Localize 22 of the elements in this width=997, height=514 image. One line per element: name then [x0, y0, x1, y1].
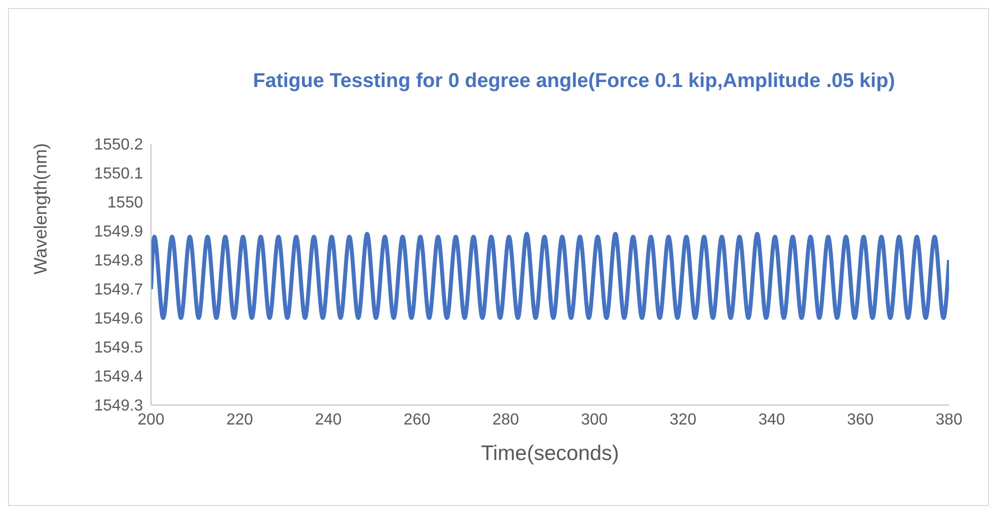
y-tick-label: 1549.8 — [94, 252, 144, 270]
chart-title: Fatigue Tessting for 0 degree angle(Force 0.1 kip,Amplitude .05 kip) — [252, 69, 896, 93]
y-tick-label: 1549.4 — [94, 368, 144, 386]
x-tick-label: 380 — [936, 411, 962, 428]
x-tick-label: 260 — [404, 411, 430, 428]
y-tick-label: 1550.2 — [94, 136, 144, 154]
y-axis-title: Wavelength(nm) — [30, 143, 50, 274]
y-tick-label: 1550 — [107, 194, 144, 212]
x-tick-label: 300 — [580, 411, 608, 428]
x-tick-label: 280 — [492, 411, 520, 428]
x-tick-label: 320 — [670, 411, 696, 428]
x-tick-label: 360 — [846, 411, 874, 428]
x-axis-title: Time(seconds) — [480, 442, 620, 465]
line-series — [151, 232, 949, 320]
y-tick-label: 1549.6 — [94, 310, 144, 328]
x-tick-label: 220 — [226, 411, 254, 428]
y-tick-label: 1550.1 — [94, 166, 144, 183]
x-tick-label: 340 — [758, 411, 786, 428]
y-tick-label: 1549.7 — [94, 282, 144, 299]
y-tick-label: 1549.9 — [94, 224, 144, 241]
x-tick-label: 240 — [314, 411, 342, 428]
y-tick-label: 1549.5 — [94, 340, 144, 357]
